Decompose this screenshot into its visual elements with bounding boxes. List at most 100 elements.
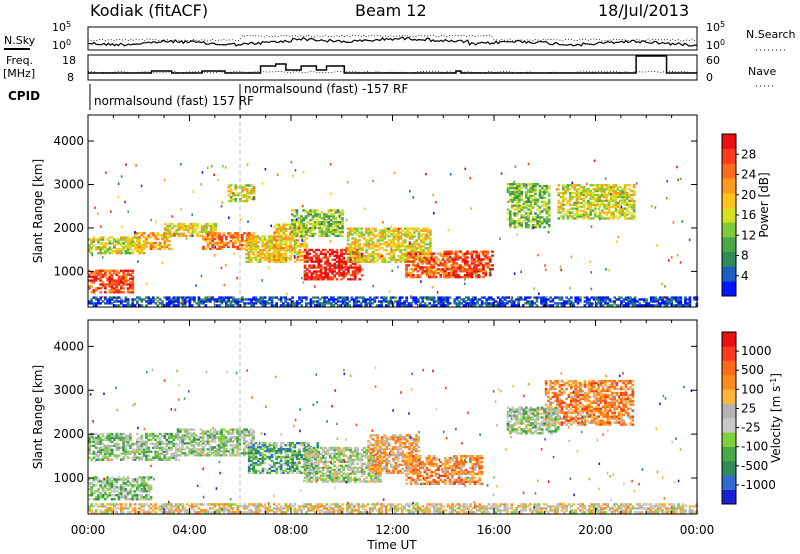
data-cell	[463, 260, 467, 263]
data-cell	[280, 256, 283, 260]
data-cell	[320, 211, 324, 214]
data-cell	[387, 235, 391, 238]
data-cell	[494, 300, 498, 303]
data-cell	[605, 184, 609, 187]
data-cell	[327, 226, 331, 230]
data-cell	[422, 237, 425, 240]
data-cell	[397, 231, 400, 234]
data-cell	[88, 482, 91, 485]
data-cell	[372, 284, 375, 288]
data-cell	[142, 444, 146, 448]
data-cell	[106, 496, 109, 499]
data-cell	[161, 446, 164, 449]
data-cell	[506, 212, 510, 215]
data-cell	[94, 302, 98, 305]
data-cell	[622, 300, 626, 303]
data-cell	[323, 224, 326, 228]
data-cell	[332, 232, 335, 236]
data-cell	[406, 247, 409, 250]
data-cell	[344, 268, 348, 271]
data-cell	[199, 440, 203, 443]
data-cell	[513, 183, 517, 186]
data-cell	[454, 272, 458, 275]
data-cell	[163, 239, 167, 243]
data-cell	[336, 296, 340, 299]
data-cell	[90, 285, 93, 288]
data-cell	[367, 227, 371, 230]
data-cell	[257, 298, 260, 301]
data-cell	[485, 298, 489, 301]
data-cell	[510, 205, 513, 208]
data-cell	[270, 252, 274, 256]
data-cell	[241, 239, 244, 243]
data-cell	[378, 254, 382, 258]
data-cell	[140, 452, 144, 455]
data-cell	[307, 302, 310, 305]
data-cell	[623, 189, 627, 193]
data-cell	[616, 193, 620, 197]
data-cell	[156, 454, 160, 457]
data-cell	[210, 165, 213, 168]
data-cell	[479, 262, 483, 265]
data-cell	[147, 298, 151, 301]
data-cell	[142, 484, 146, 487]
data-cell	[117, 442, 121, 446]
data-cell	[478, 304, 482, 307]
data-cell	[463, 258, 467, 261]
data-cell	[425, 252, 429, 255]
data-cell	[183, 430, 187, 433]
data-cell	[340, 278, 343, 281]
data-cell	[486, 258, 490, 261]
data-cell	[511, 183, 514, 186]
data-cell	[165, 440, 169, 444]
data-cell	[477, 264, 481, 267]
data-cell	[399, 249, 403, 252]
data-cell	[104, 498, 107, 501]
data-cell	[90, 281, 93, 284]
data-cell	[425, 272, 429, 275]
data-cell	[432, 300, 436, 303]
data-cell	[275, 239, 279, 242]
nave-label: Nave	[748, 65, 776, 78]
data-cell	[353, 270, 357, 273]
data-cell	[346, 239, 350, 242]
data-cell	[161, 450, 164, 453]
data-cell	[289, 227, 292, 230]
data-cell	[334, 302, 338, 305]
data-cell	[454, 275, 458, 279]
data-cell	[525, 206, 528, 209]
data-cell	[484, 256, 488, 259]
data-cell	[397, 229, 400, 232]
data-cell	[284, 239, 288, 242]
data-cell	[327, 228, 331, 232]
data-cell	[339, 226, 342, 230]
data-cell	[542, 300, 546, 303]
data-cell	[120, 458, 123, 461]
data-cell	[136, 444, 139, 448]
data-cell	[101, 486, 105, 489]
data-cell	[542, 304, 546, 307]
data-cell	[236, 298, 240, 301]
data-cell	[464, 282, 466, 286]
data-cell	[184, 224, 188, 228]
data-cell	[600, 217, 604, 220]
data-cell	[243, 194, 247, 197]
data-cell	[468, 264, 472, 267]
data-cell	[423, 252, 427, 255]
data-cell	[259, 300, 262, 303]
data-cell	[448, 258, 452, 261]
data-cell	[666, 180, 669, 183]
data-cell	[309, 298, 313, 301]
data-cell	[457, 254, 460, 257]
data-cell	[346, 227, 350, 230]
data-cell	[327, 224, 331, 228]
data-cell	[227, 190, 231, 193]
data-cell	[425, 270, 429, 273]
data-cell	[270, 296, 274, 299]
data-cell	[108, 454, 112, 457]
data-cell	[399, 245, 403, 248]
data-cell	[538, 224, 542, 227]
data-cell	[521, 304, 525, 307]
data-cell	[545, 210, 549, 213]
